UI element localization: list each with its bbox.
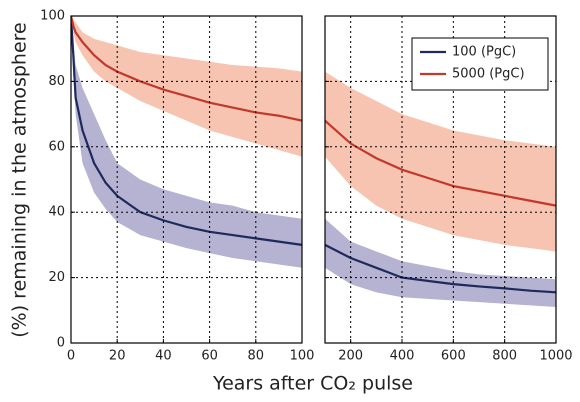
x-tick-label: 100	[290, 349, 315, 364]
x-tick-label: 200	[338, 349, 363, 364]
x-tick-label: 40	[155, 349, 172, 364]
x-tick-label: 1000	[539, 349, 572, 364]
x-tick-label: 20	[109, 349, 126, 364]
y-axis-title: (%) remaining in the atmosphere	[9, 22, 31, 337]
y-tick-label: 0	[57, 336, 65, 351]
y-tick-label: 100	[40, 9, 65, 24]
range-band	[71, 16, 302, 157]
y-tick-label: 80	[48, 74, 65, 89]
legend-label: 100 (PgC)	[452, 45, 516, 60]
plot-frame	[324, 15, 557, 344]
y-tick-label: 40	[48, 205, 65, 220]
range-band	[325, 71, 556, 252]
plot-area	[325, 71, 556, 308]
x-axis-title: Years after CO₂ pulse	[212, 373, 413, 395]
range-band	[325, 218, 556, 308]
legend-label: 5000 (PgC)	[452, 67, 525, 82]
y-tick-label: 60	[48, 139, 65, 154]
x-tick-label: 60	[201, 349, 218, 364]
plot-frame	[70, 15, 303, 344]
x-tick-label: 800	[492, 349, 517, 364]
y-tick-label: 20	[48, 270, 65, 285]
x-tick-label: 600	[441, 349, 466, 364]
median-line	[325, 119, 556, 207]
x-tick-label: 80	[248, 349, 265, 364]
x-tick-label: 400	[390, 349, 415, 364]
legend-box	[411, 37, 549, 91]
median-line	[71, 16, 302, 122]
median-line	[325, 243, 556, 294]
median-line	[71, 16, 302, 246]
plot-area	[71, 16, 302, 268]
x-tick-label: 0	[67, 349, 75, 364]
